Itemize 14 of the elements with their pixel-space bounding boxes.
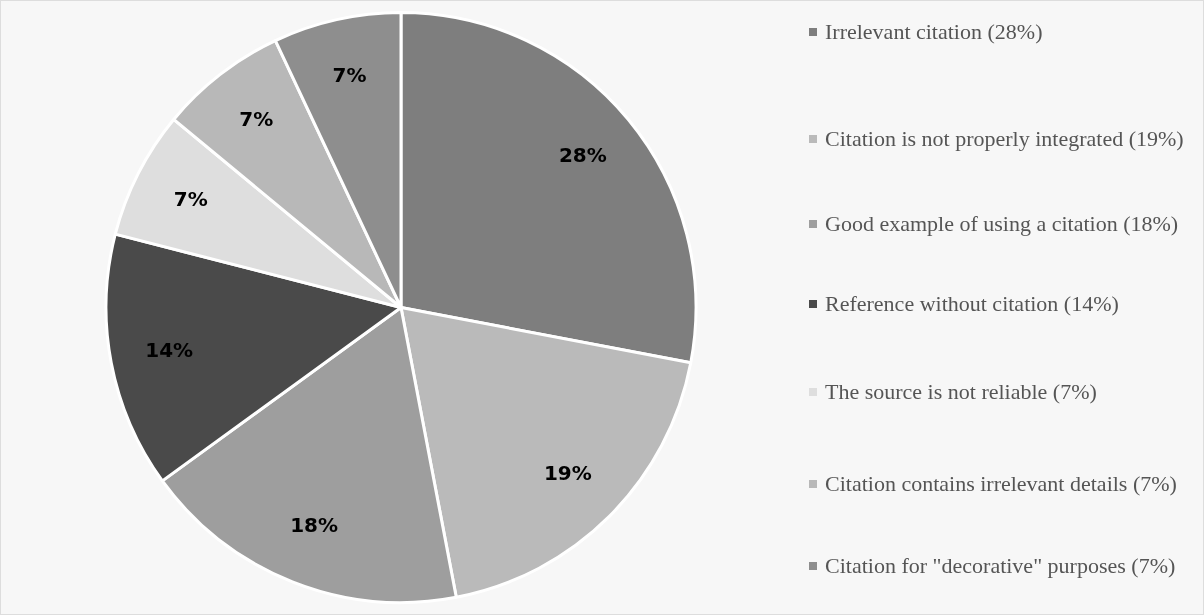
data-label: 7%	[332, 63, 367, 88]
data-label: 18%	[290, 513, 339, 538]
legend-label: Citation contains irrelevant details (7%)	[825, 471, 1177, 497]
data-label: 19%	[543, 460, 592, 485]
legend-label: Reference without citation (14%)	[825, 291, 1119, 317]
legend-label: The source is not reliable (7%)	[825, 379, 1097, 405]
data-label: 7%	[239, 107, 274, 132]
data-label: 14%	[145, 337, 194, 362]
data-label: 28%	[558, 143, 607, 168]
legend-label: Irrelevant citation (28%)	[825, 19, 1043, 45]
legend-label: Good example of using a citation (18%)	[825, 211, 1179, 237]
legend-label: Citation for "decorative" purposes (7%)	[825, 553, 1176, 579]
data-label: 7%	[173, 186, 208, 211]
legend-label: Citation is not properly integrated (19%)	[825, 126, 1184, 152]
